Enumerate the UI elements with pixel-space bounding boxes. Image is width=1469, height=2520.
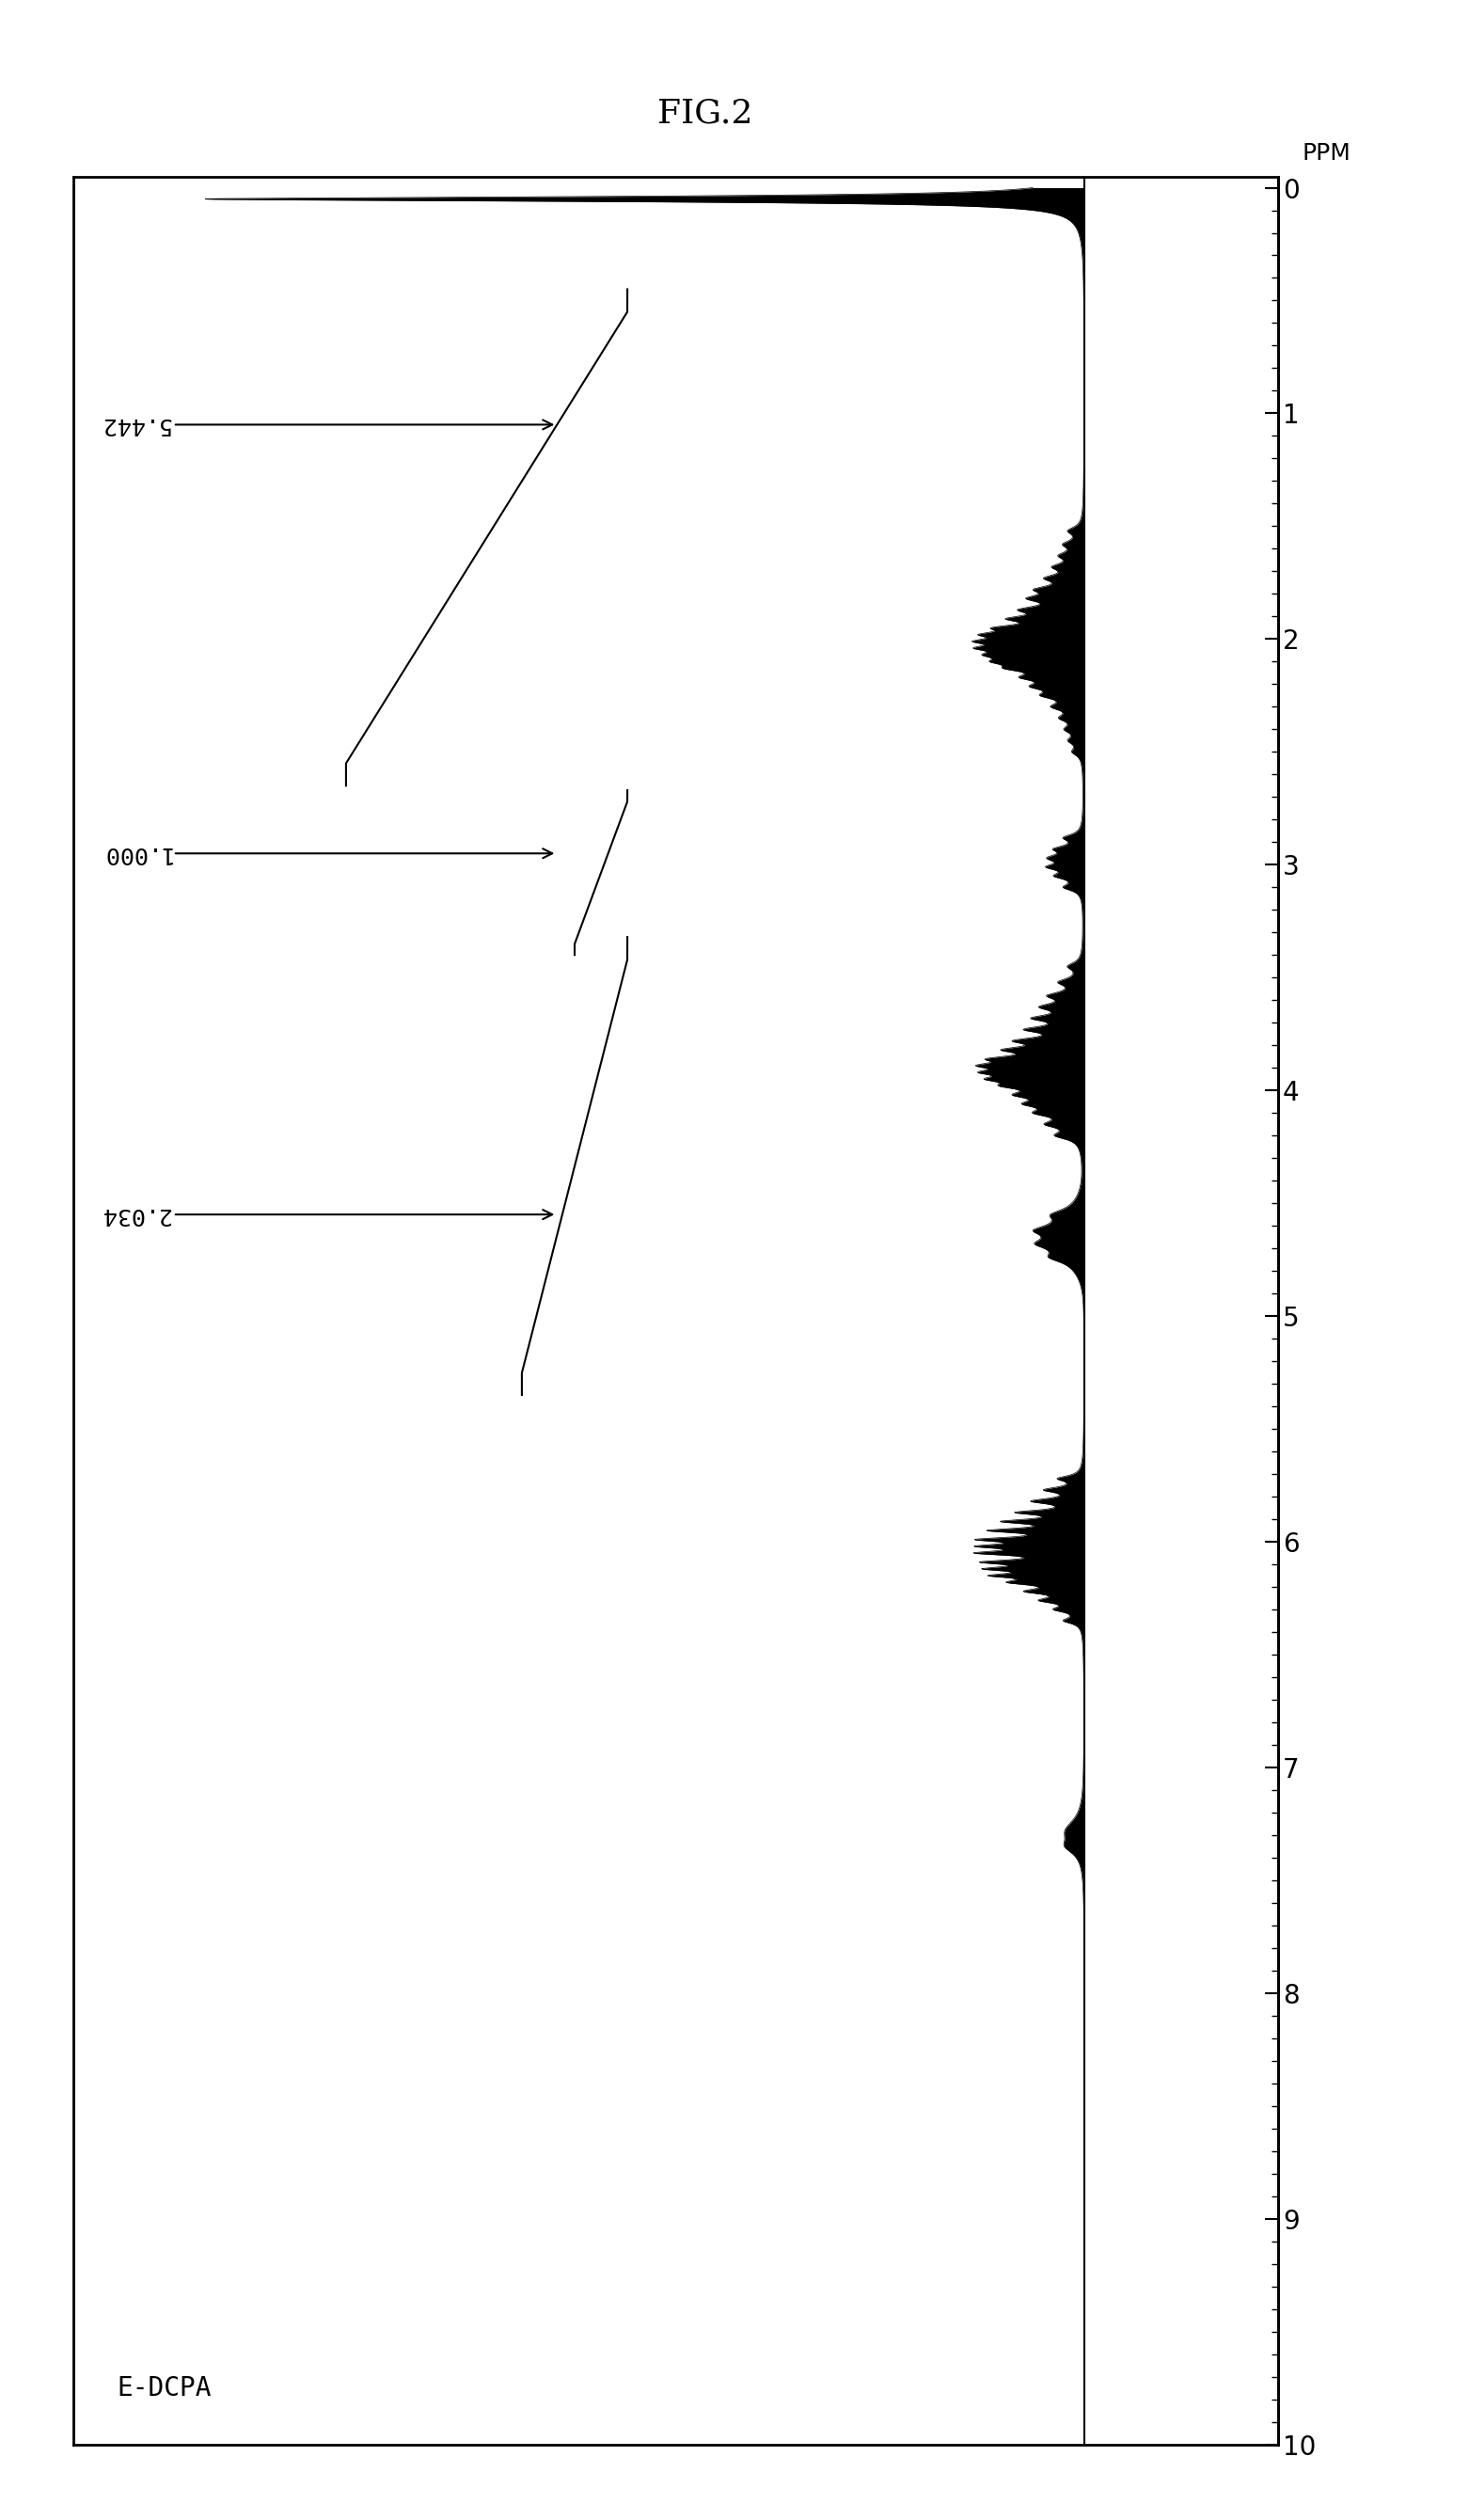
Text: 2.034: 2.034 (100, 1202, 552, 1225)
Text: PPM: PPM (1302, 144, 1351, 164)
Text: 1.000: 1.000 (100, 842, 552, 864)
Text: E-DCPA: E-DCPA (118, 2374, 212, 2402)
Text: FIG.2: FIG.2 (658, 98, 752, 129)
Text: 5.442: 5.442 (100, 413, 552, 436)
